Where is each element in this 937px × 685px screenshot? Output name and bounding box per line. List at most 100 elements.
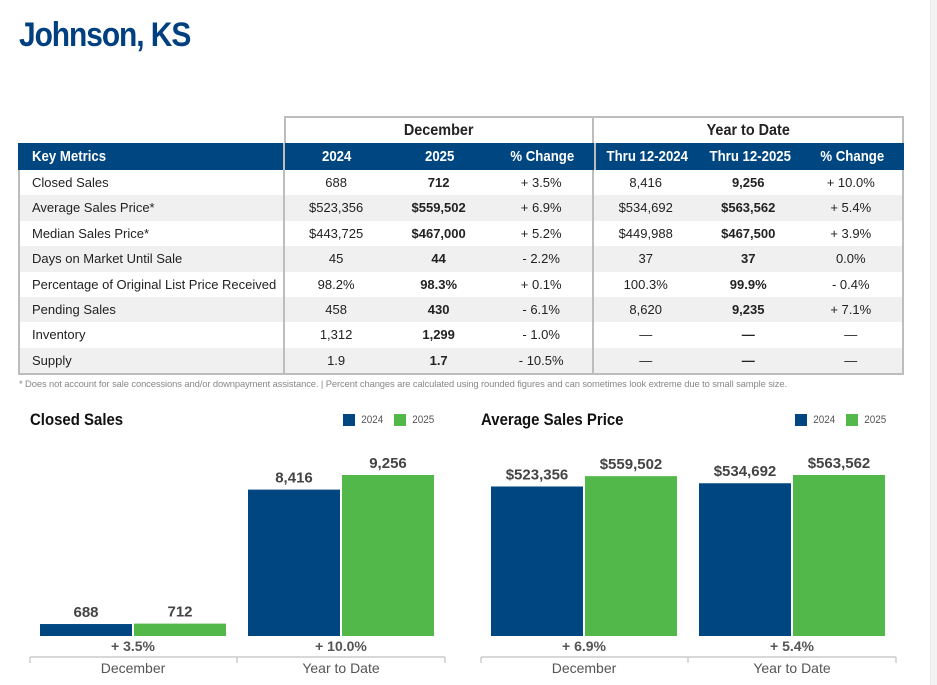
metric-name: Median Sales Price* (32, 225, 150, 241)
dec-2024-value: 1.9 (282, 347, 388, 374)
bar-2024-december (491, 486, 583, 636)
category-label: Year to Date (302, 660, 380, 676)
dec-2025-value: 712 (427, 175, 450, 190)
ytd-2024-value: — (592, 347, 697, 374)
ytd-change-value: + 5.4% (830, 200, 872, 216)
legend-swatch-2024 (795, 414, 807, 426)
ytd-2024-value: $449,988 (592, 220, 697, 247)
table-row: Days on Market Until Sale 45 44 - 2.2% 37 37 0… (20, 246, 902, 272)
ytd-2024-value: $534,692 (592, 195, 697, 221)
dec-2025-value: $559,502 (411, 200, 466, 216)
ytd-2025-value: 9,235 (731, 301, 765, 317)
header-dec-2024: 2024 (283, 143, 388, 170)
table-row: Closed Sales 688 712 + 3.5% 8,416 9,256 + 10.0… (20, 170, 902, 196)
dec-change-value: - 6.1% (522, 301, 560, 317)
ytd-change-value: + 3.9% (830, 225, 872, 241)
metric-name: Days on Market Until Sale (32, 251, 183, 267)
header-dec-change: % Change (510, 148, 575, 165)
group-label: Year to Date (706, 122, 790, 139)
bar-value-label: $559,502 (600, 456, 663, 473)
ytd-2025-value: — (741, 327, 755, 343)
scrollbar-track[interactable] (930, 0, 937, 685)
category-label: December (101, 660, 166, 676)
chart-plot: $523,356 $559,502 + 6.9% December $534,692 $5… (480, 455, 897, 676)
dec-change-value: - 10.5% (518, 352, 564, 368)
metric-name: Average Sales Price* (32, 200, 155, 216)
dec-change-value: - 2.2% (522, 251, 560, 267)
group-year-to-date: Year to Date (592, 116, 904, 143)
dec-2024-value: $443,725 (282, 220, 388, 247)
percent-change-label: + 3.5% (111, 638, 156, 654)
ytd-change-value: - 0.4% (831, 276, 870, 292)
table-header-row: Key Metrics 2024 2025 % Change Thru 12-2… (18, 143, 904, 170)
dec-2025-value: 44 (431, 251, 446, 267)
dec-2025-value: $467,000 (411, 225, 466, 241)
chart-legend: 2024 2025 (795, 414, 898, 426)
percent-change-label: + 6.9% (562, 638, 607, 654)
header-ytd-2024: Thru 12-2024 (593, 143, 699, 170)
metric-name: Percentage of Original List Price Receiv… (32, 276, 277, 292)
metric-name: Supply (32, 352, 72, 368)
legend-swatch-2025 (394, 414, 407, 426)
dec-change-value: - 1.0% (522, 327, 560, 343)
ytd-2025-value: 9,256 (731, 175, 765, 190)
dec-2025-value: 1.7 (429, 352, 448, 368)
metric-name: Closed Sales (32, 175, 109, 190)
chart-title: Closed Sales (30, 410, 124, 429)
table-group-header: December Year to Date (18, 116, 904, 143)
dec-change-value: + 6.9% (520, 200, 562, 216)
bar-2025-year-to-date (793, 475, 885, 636)
page-title: Johnson, KS (19, 16, 191, 54)
bar-value-label: 712 (167, 604, 192, 621)
dec-change-value: + 3.5% (520, 175, 562, 190)
closed-sales-chart: Closed Sales 2024 2025 688 712 + 3.5% Decem… (18, 400, 448, 685)
bar-value-label: 9,256 (369, 455, 407, 472)
legend-label-2024: 2024 (361, 414, 384, 426)
percent-change-label: + 5.4% (770, 638, 815, 654)
chart-title: Average Sales Price (481, 410, 624, 429)
bar-value-label: $563,562 (808, 455, 871, 472)
header-ytd-change: % Change (820, 148, 885, 165)
ytd-change-value: — (844, 327, 858, 343)
dec-2024-value: 458 (282, 296, 388, 323)
percent-change-label: + 10.0% (315, 638, 367, 654)
dec-change-value: + 5.2% (520, 225, 562, 241)
dec-2024-value: 45 (282, 246, 388, 272)
bar-2024-year-to-date (248, 489, 340, 636)
legend-swatch-2024 (343, 414, 355, 426)
dec-2025-value: 98.3% (420, 276, 458, 292)
header-key-metrics: Key Metrics (32, 148, 107, 165)
dec-2025-value: 1,299 (422, 327, 455, 343)
ytd-change-value: 0.0% (835, 251, 866, 267)
metric-name: Pending Sales (32, 301, 116, 317)
ytd-2024-value: 100.3% (592, 271, 697, 297)
chart-legend: 2024 2025 (343, 414, 446, 426)
metric-name: Inventory (32, 327, 86, 343)
bar-2025-year-to-date (342, 475, 434, 636)
dec-2025-value: 430 (427, 301, 450, 317)
legend-label-2024: 2024 (813, 414, 836, 426)
category-label: Year to Date (753, 660, 831, 676)
bar-2025-december (134, 623, 226, 636)
ytd-2025-value: — (741, 352, 755, 368)
table-row: Pending Sales 458 430 - 6.1% 8,620 9,235 + 7.1… (20, 296, 902, 323)
ytd-2025-value: $467,500 (721, 225, 776, 241)
bar-2024-year-to-date (699, 483, 791, 636)
key-metrics-table: December Year to Date Key Metrics 2024 2… (18, 116, 904, 376)
table-row: Supply 1.9 1.7 - 10.5% — — — (20, 347, 902, 374)
ytd-change-value: + 7.1% (830, 301, 872, 317)
legend-label-2025: 2025 (864, 414, 887, 426)
ytd-2025-value: 99.9% (729, 276, 767, 292)
dec-2024-value: $523,356 (282, 195, 388, 221)
ytd-2025-value: 37 (741, 251, 756, 267)
ytd-2024-value: 37 (592, 246, 697, 272)
ytd-2024-value: 8,620 (592, 296, 697, 323)
footnote: * Does not account for sale concessions … (19, 378, 787, 389)
bar-2025-december (585, 476, 677, 636)
legend-swatch-2025 (846, 414, 859, 426)
dec-2024-value: 98.2% (282, 271, 388, 297)
table-row: Inventory 1,312 1,299 - 1.0% — — — (20, 322, 902, 348)
dec-change-value: + 0.1% (520, 276, 562, 292)
ytd-2024-value: 8,416 (592, 170, 697, 196)
bar-value-label: 688 (73, 604, 98, 621)
